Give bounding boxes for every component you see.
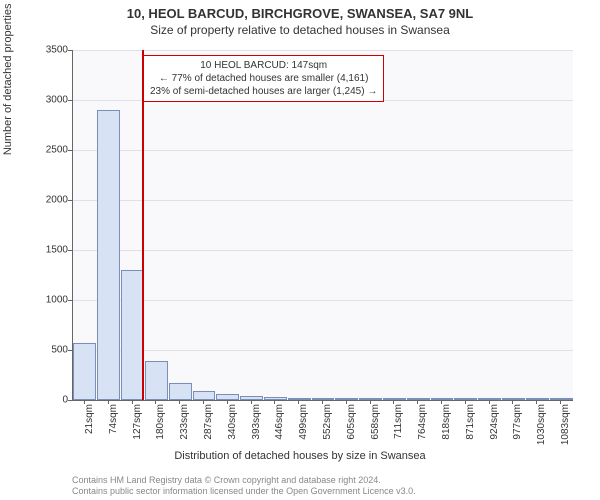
x-tick-mark	[512, 400, 513, 404]
grid-line	[73, 200, 573, 201]
x-tick-label: 499sqm	[298, 404, 309, 454]
info-box-line2: ← 77% of detached houses are smaller (4,…	[150, 72, 377, 85]
x-tick-mark	[251, 400, 252, 404]
histogram-bar	[145, 361, 168, 400]
x-tick-mark	[322, 400, 323, 404]
x-tick-mark	[298, 400, 299, 404]
chart-plot-area: 10 HEOL BARCUD: 147sqm← 77% of detached …	[72, 50, 573, 401]
histogram-bar	[73, 343, 96, 400]
histogram-bar	[121, 270, 144, 400]
y-tick-mark	[68, 400, 72, 401]
y-tick-label: 0	[28, 395, 68, 406]
y-tick-mark	[68, 50, 72, 51]
y-tick-label: 1000	[28, 295, 68, 306]
histogram-bar	[478, 398, 501, 400]
y-tick-label: 500	[28, 345, 68, 356]
x-tick-label: 764sqm	[417, 404, 428, 454]
x-tick-mark	[274, 400, 275, 404]
histogram-bar	[193, 391, 216, 400]
x-tick-label: 658sqm	[370, 404, 381, 454]
histogram-bar	[97, 110, 120, 400]
x-tick-mark	[203, 400, 204, 404]
x-tick-label: 1030sqm	[536, 404, 547, 454]
grid-line	[73, 300, 573, 301]
x-tick-label: 552sqm	[322, 404, 333, 454]
x-tick-mark	[227, 400, 228, 404]
y-tick-label: 2000	[28, 195, 68, 206]
grid-line	[73, 350, 573, 351]
x-tick-label: 74sqm	[108, 404, 119, 454]
histogram-bar	[216, 394, 239, 400]
histogram-bar	[383, 398, 406, 400]
footer-line1: Contains HM Land Registry data © Crown c…	[72, 475, 416, 486]
info-box-line3: 23% of semi-detached houses are larger (…	[150, 85, 377, 98]
y-tick-label: 1500	[28, 245, 68, 256]
x-tick-mark	[84, 400, 85, 404]
x-tick-mark	[108, 400, 109, 404]
histogram-bar	[240, 396, 263, 400]
x-tick-mark	[489, 400, 490, 404]
x-tick-mark	[465, 400, 466, 404]
histogram-bar	[335, 398, 358, 400]
grid-line	[73, 150, 573, 151]
x-tick-mark	[560, 400, 561, 404]
x-tick-mark	[536, 400, 537, 404]
x-tick-label: 818sqm	[441, 404, 452, 454]
footer-attribution: Contains HM Land Registry data © Crown c…	[72, 475, 416, 497]
x-tick-label: 233sqm	[179, 404, 190, 454]
chart-container: 10, HEOL BARCUD, BIRCHGROVE, SWANSEA, SA…	[0, 0, 600, 500]
y-tick-label: 3500	[28, 45, 68, 56]
x-tick-mark	[155, 400, 156, 404]
histogram-bar	[454, 398, 477, 400]
x-tick-label: 446sqm	[274, 404, 285, 454]
grid-line	[73, 50, 573, 51]
histogram-bar	[359, 398, 382, 400]
y-axis-label: Number of detached properties	[2, 4, 14, 156]
info-box-line1: 10 HEOL BARCUD: 147sqm	[150, 59, 377, 72]
page-title: 10, HEOL BARCUD, BIRCHGROVE, SWANSEA, SA…	[0, 0, 600, 21]
histogram-bar	[502, 398, 525, 400]
footer-line2: Contains public sector information licen…	[72, 486, 416, 497]
x-tick-mark	[179, 400, 180, 404]
y-tick-label: 2500	[28, 145, 68, 156]
x-tick-label: 340sqm	[227, 404, 238, 454]
x-tick-label: 287sqm	[203, 404, 214, 454]
x-tick-label: 977sqm	[512, 404, 523, 454]
histogram-bar	[169, 383, 192, 400]
x-tick-mark	[441, 400, 442, 404]
x-tick-label: 605sqm	[346, 404, 357, 454]
x-tick-label: 21sqm	[84, 404, 95, 454]
x-tick-mark	[132, 400, 133, 404]
y-tick-mark	[68, 100, 72, 101]
x-tick-label: 924sqm	[489, 404, 500, 454]
x-tick-label: 127sqm	[132, 404, 143, 454]
info-box: 10 HEOL BARCUD: 147sqm← 77% of detached …	[143, 55, 384, 102]
x-tick-label: 180sqm	[155, 404, 166, 454]
x-tick-label: 711sqm	[393, 404, 404, 454]
x-tick-mark	[370, 400, 371, 404]
y-tick-mark	[68, 200, 72, 201]
y-tick-mark	[68, 350, 72, 351]
y-tick-mark	[68, 250, 72, 251]
page-subtitle: Size of property relative to detached ho…	[0, 21, 600, 37]
grid-line	[73, 250, 573, 251]
x-tick-mark	[393, 400, 394, 404]
y-tick-mark	[68, 300, 72, 301]
x-tick-mark	[417, 400, 418, 404]
y-tick-mark	[68, 150, 72, 151]
x-tick-label: 1083sqm	[560, 404, 571, 454]
x-tick-mark	[346, 400, 347, 404]
x-tick-label: 393sqm	[251, 404, 262, 454]
x-tick-label: 871sqm	[465, 404, 476, 454]
y-tick-label: 3000	[28, 95, 68, 106]
reference-line	[142, 50, 144, 400]
